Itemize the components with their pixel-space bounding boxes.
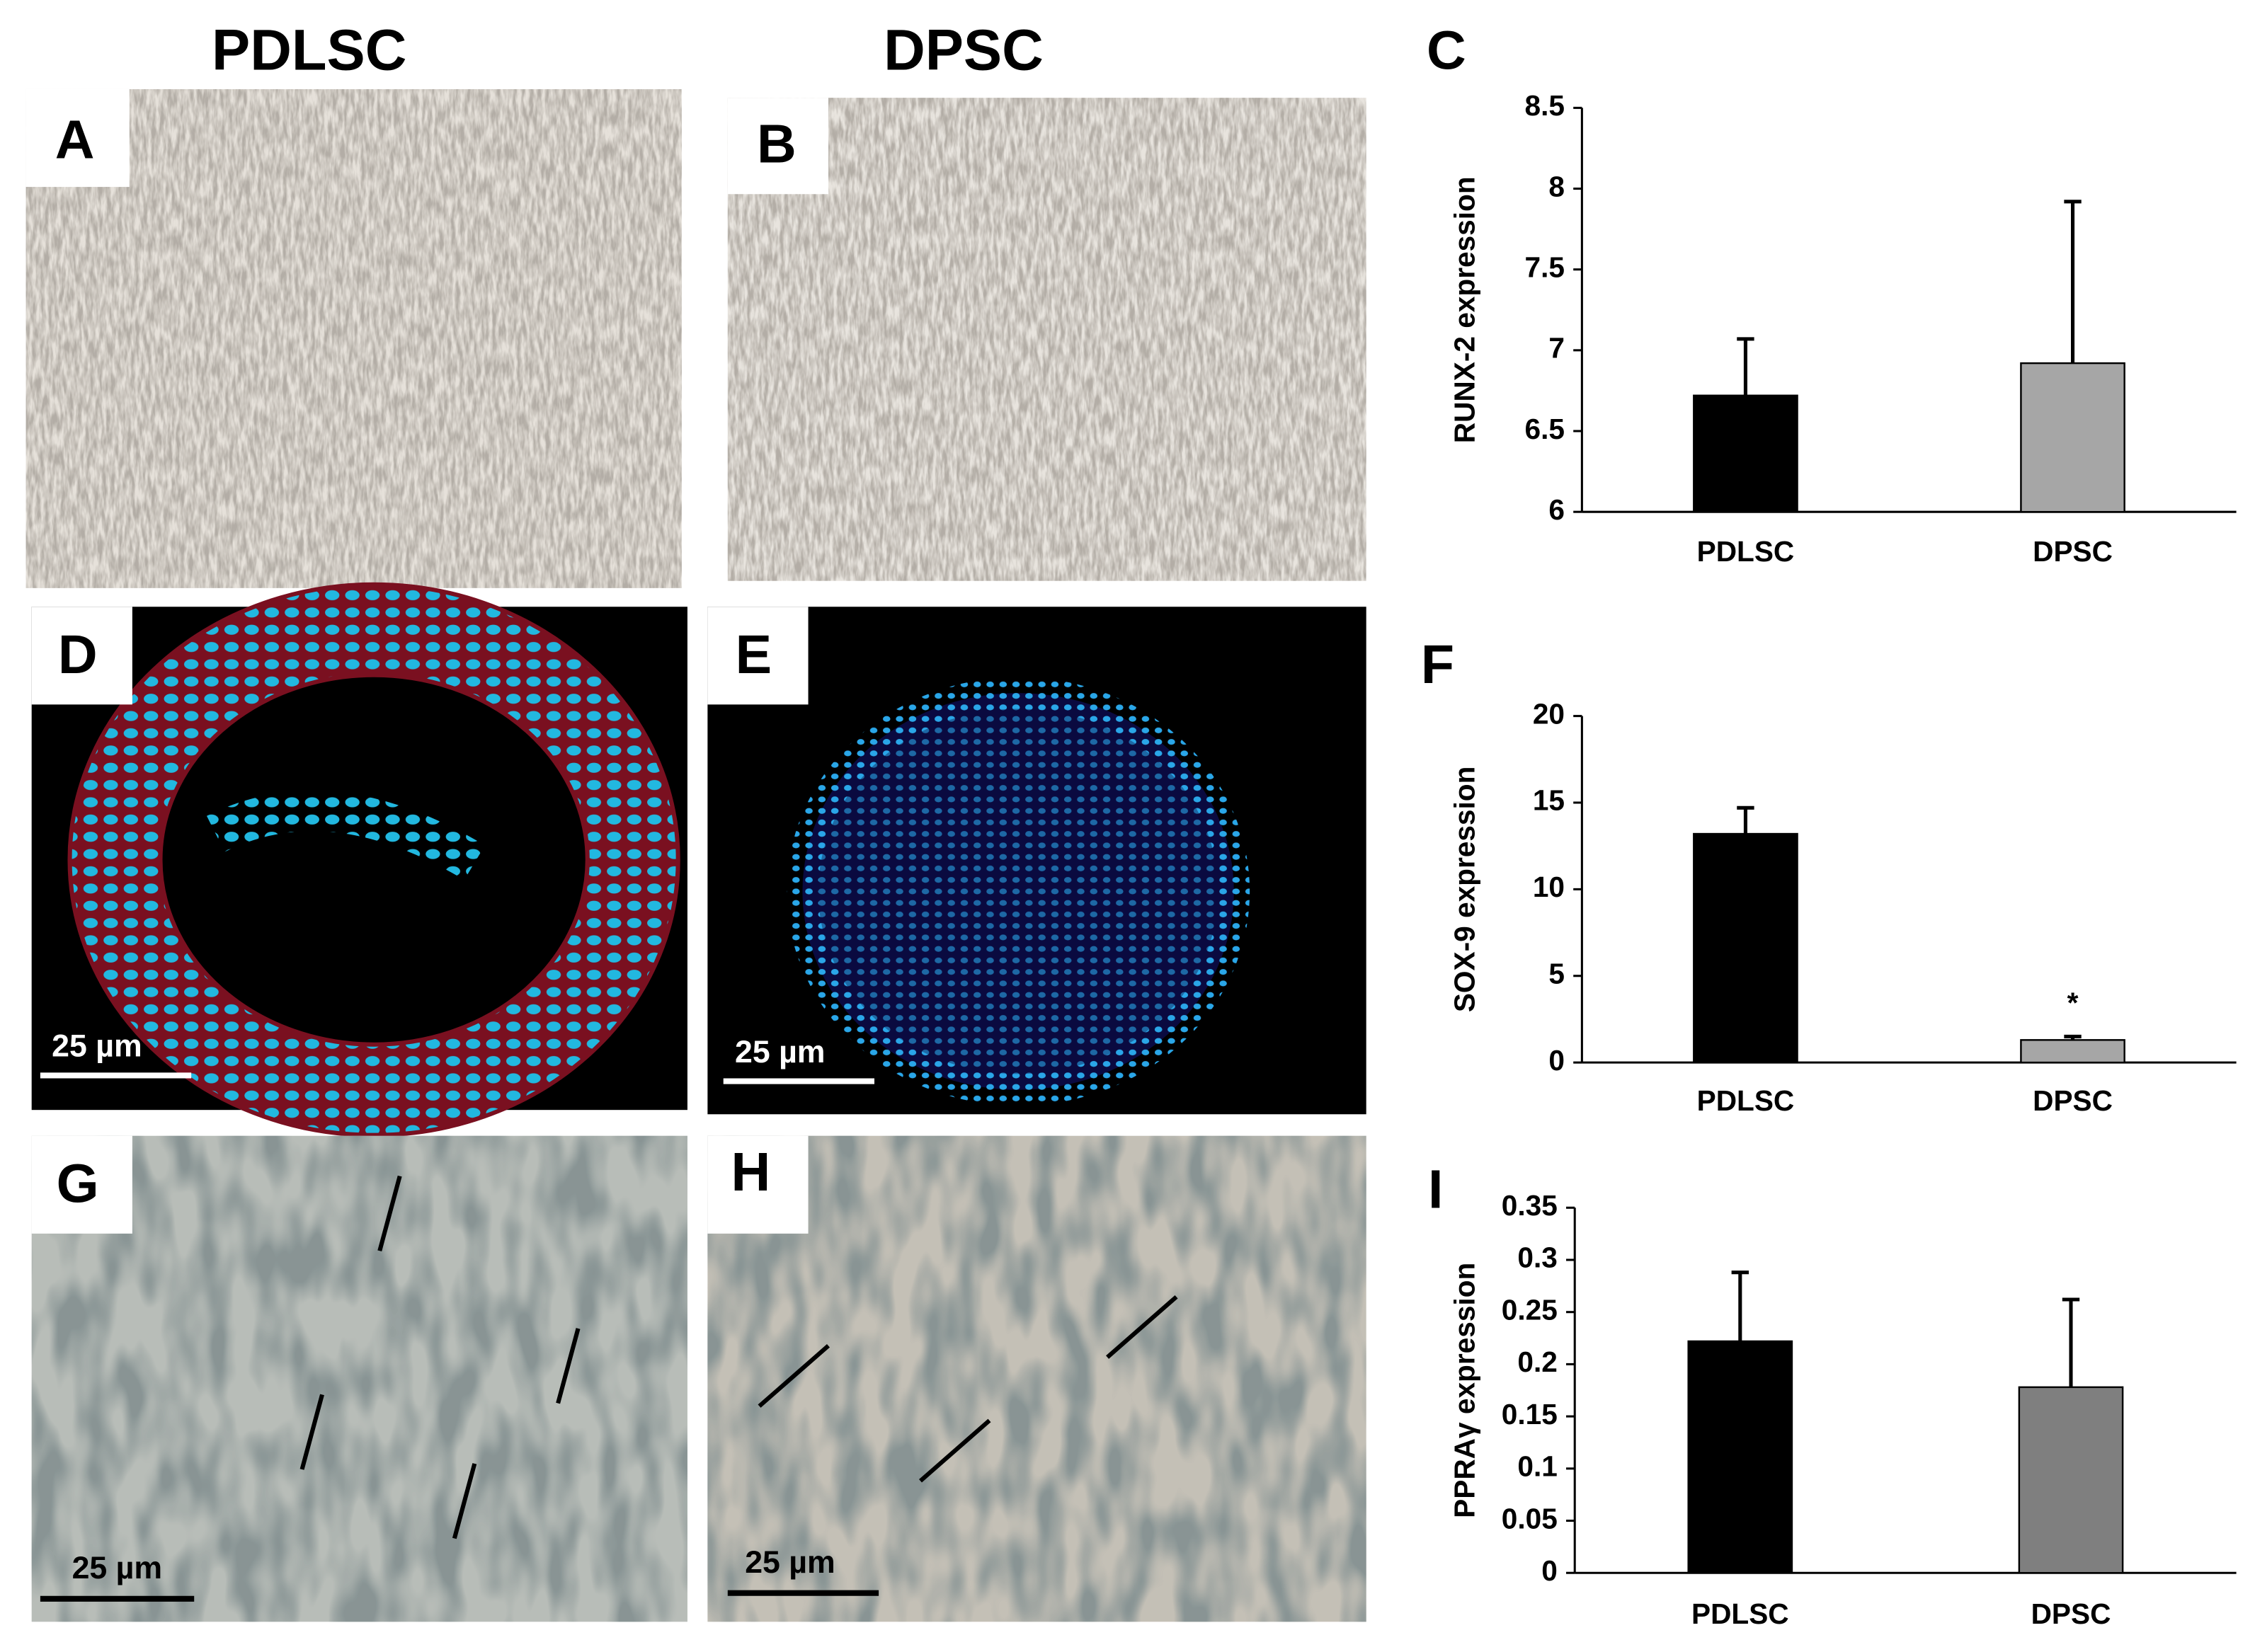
y-tick-label: 5 <box>1548 957 1565 990</box>
panel-label: B <box>757 114 797 175</box>
bar <box>2018 1386 2124 1574</box>
micrograph <box>31 582 687 1137</box>
y-tick-label: 20 <box>1533 697 1565 730</box>
y-tick-label: 0.35 <box>1502 1189 1558 1222</box>
panel-label: D <box>58 624 98 685</box>
micrograph <box>707 607 1366 1115</box>
scale-label: 25 µm <box>735 1035 826 1069</box>
x-tick-label: PDLSC <box>1697 1084 1795 1117</box>
micrograph <box>25 88 682 588</box>
panel-label: C <box>1427 21 1466 81</box>
column-header: DPSC <box>884 18 1044 83</box>
bar <box>1693 832 1798 1064</box>
y-tick-label: 0.25 <box>1502 1293 1558 1326</box>
x-tick-label: DPSC <box>2033 1084 2113 1117</box>
y-tick-label: 7 <box>1548 332 1565 365</box>
x-tick-label: DPSC <box>2033 535 2113 568</box>
y-tick-label: 10 <box>1533 871 1565 903</box>
bar <box>1693 394 1798 513</box>
error-bar <box>1731 1270 1749 1341</box>
error-bar <box>2064 1034 2082 1040</box>
annotation: * <box>2067 986 2079 1019</box>
y-tick-label: 0.15 <box>1502 1398 1558 1430</box>
y-tick-label: 6 <box>1548 493 1565 526</box>
scale-label: 25 µm <box>745 1545 835 1580</box>
y-tick-label: 8 <box>1548 170 1565 202</box>
y-tick-label: 0 <box>1541 1554 1558 1587</box>
scale-label: 25 µm <box>72 1551 163 1585</box>
micrograph <box>707 1135 1366 1622</box>
error-bar <box>1737 337 1754 396</box>
error-bar <box>2064 200 2082 364</box>
x-tick-label: DPSC <box>2031 1597 2111 1630</box>
y-axis-label: PPRAγ expression <box>1449 1263 1481 1518</box>
y-tick-label: 6.5 <box>1525 413 1565 445</box>
y-axis-label: SOX-9 expression <box>1449 767 1481 1013</box>
error-bar <box>2062 1297 2080 1387</box>
panel-label: F <box>1421 634 1454 695</box>
column-header: PDLSC <box>212 18 406 83</box>
error-bar <box>1737 805 1754 834</box>
y-axis-label: RUNX-2 expression <box>1449 176 1481 443</box>
y-tick-label: 0.3 <box>1517 1241 1557 1274</box>
panel-label: E <box>736 624 772 685</box>
x-tick-label: PDLSC <box>1697 535 1795 568</box>
panel-label: G <box>57 1153 99 1214</box>
micrograph <box>727 98 1366 581</box>
x-tick-label: PDLSC <box>1691 1597 1789 1630</box>
y-tick-label: 0 <box>1548 1044 1565 1077</box>
y-tick-label: 15 <box>1533 784 1565 817</box>
micrograph <box>31 1135 687 1622</box>
y-tick-label: 0.05 <box>1502 1502 1558 1535</box>
y-tick-label: 0.2 <box>1517 1346 1557 1378</box>
bar <box>2020 1039 2125 1064</box>
y-tick-label: 7.5 <box>1525 251 1565 283</box>
bar <box>2020 362 2125 513</box>
panel-label: I <box>1428 1159 1443 1220</box>
y-tick-label: 0.1 <box>1517 1450 1557 1483</box>
panel-label: H <box>731 1142 770 1203</box>
bar <box>1687 1340 1793 1574</box>
panel-label: A <box>55 110 95 171</box>
scale-label: 25 µm <box>52 1029 142 1064</box>
y-tick-label: 8.5 <box>1525 89 1565 122</box>
